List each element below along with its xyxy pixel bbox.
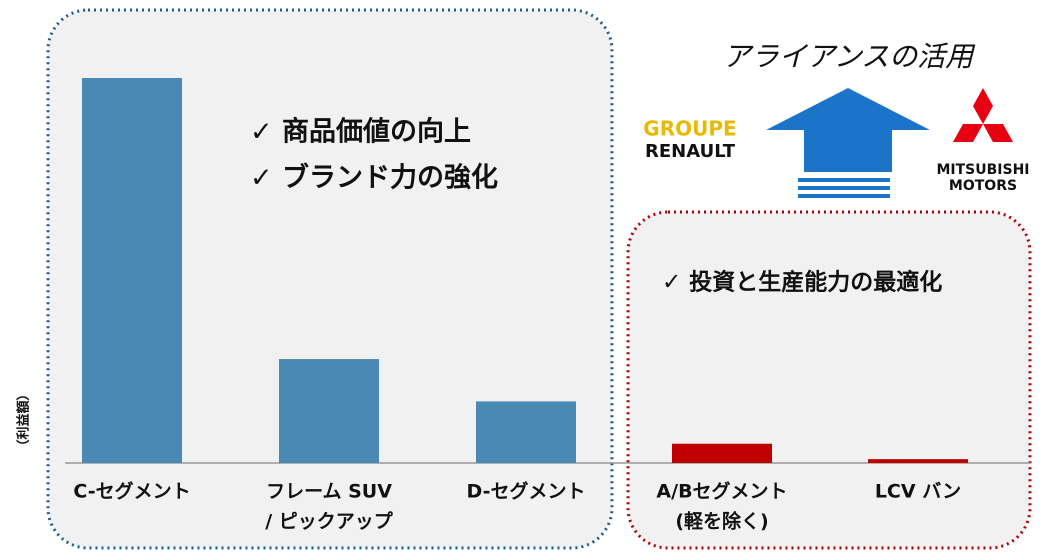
x-tick-label: (軽を除く): [675, 510, 768, 533]
mitsubishi-logo: [953, 88, 1013, 142]
x-tick-label: C-セグメント: [73, 480, 190, 503]
point: ✓ 商品価値の向上: [250, 116, 471, 148]
arrow-stripe: [798, 186, 890, 190]
red-group: [626, 210, 1032, 550]
x-tick-label: LCV バン: [875, 481, 961, 503]
bar: [279, 359, 379, 463]
alliance-title: アライアンスの活用: [723, 40, 976, 73]
renault-logo: RENAULT: [645, 141, 736, 162]
mitsubishi-logo: MOTORS: [949, 178, 1017, 194]
arrow: [766, 88, 930, 172]
bar: [82, 78, 182, 463]
arrow-stripe: [798, 178, 890, 182]
x-tick-label: A/Bセグメント: [656, 480, 787, 503]
x-tick-label: / ピックアップ: [265, 510, 394, 533]
bar: [868, 459, 968, 463]
x-tick-label: D-セグメント: [466, 480, 585, 503]
x-tick-label: フレーム SUV: [266, 481, 392, 503]
arrow-stripe: [798, 194, 890, 198]
y-axis-label: （利益額）: [16, 387, 32, 452]
renault-logo: GROUPE: [643, 117, 736, 141]
point: ✓ 投資と生産能力の最適化: [662, 269, 942, 296]
bar: [672, 443, 772, 463]
point: ✓ ブランド力の強化: [250, 162, 498, 194]
bar: [476, 401, 576, 463]
blue-group: [46, 8, 614, 550]
mitsubishi-logo: MITSUBISHI: [936, 162, 1029, 178]
